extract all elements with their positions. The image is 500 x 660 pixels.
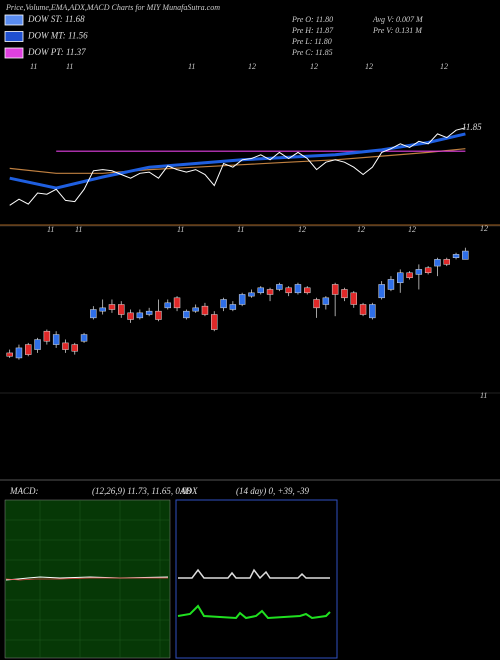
candle-body (350, 292, 357, 305)
ema-line (9, 148, 466, 174)
candle-body (322, 297, 330, 305)
date-label: 11 (177, 225, 184, 234)
di-lines (177, 604, 331, 620)
stat: Pre H: 11.87 (291, 26, 334, 35)
candle-body (276, 284, 283, 290)
candle-body (248, 292, 255, 297)
date-label: 11 (237, 225, 244, 234)
candle-body (378, 284, 385, 299)
adx-label: ADX (179, 486, 198, 496)
candle-body (80, 334, 88, 342)
adx-panel (175, 499, 338, 659)
macd-grid (5, 500, 170, 658)
date-label: 12 (357, 225, 365, 234)
candle-body (397, 272, 404, 284)
candle-body (443, 259, 450, 265)
candle-body (285, 287, 292, 294)
last-price-label: 11.85 (462, 122, 482, 132)
candle-body (313, 299, 320, 309)
candle-body (99, 307, 106, 312)
candle-body (15, 347, 23, 359)
candle-body (415, 269, 423, 275)
candle-body (294, 284, 302, 294)
candle-body (90, 309, 97, 319)
date-label: 12 (310, 62, 318, 71)
legend-label: DOW MT: 11.56 (27, 31, 88, 41)
stat: Pre O: 11.80 (291, 15, 333, 24)
candle-body (145, 310, 153, 315)
legend-swatch (4, 31, 24, 42)
candle-body (52, 334, 60, 345)
candle-body (183, 310, 190, 319)
candle-body (266, 289, 274, 295)
legend-swatch (4, 14, 24, 26)
y-tick-label: 12 (480, 224, 488, 233)
candle-body (173, 297, 181, 309)
date-label: 12 (365, 62, 373, 71)
macd-params: (12,26,9) 11.73, 11.65, 0.08 (92, 486, 192, 496)
legend-swatch (4, 47, 24, 59)
candle-body (434, 259, 441, 267)
candle-body (359, 304, 367, 315)
chart-title: Price,Volume,EMA,ADX,MACD Charts for MIY… (5, 3, 220, 12)
date-label: 11 (66, 62, 73, 71)
candle-body (127, 312, 134, 320)
date-label: 12 (248, 62, 256, 71)
macd-signal (5, 577, 168, 581)
candle-body (452, 254, 460, 258)
candle-body (71, 344, 78, 352)
stat: Pre V: 0.131 M (372, 26, 423, 35)
candle-body (257, 287, 264, 294)
candle-body (304, 287, 311, 294)
candle-body (369, 304, 376, 319)
price-line (9, 127, 466, 206)
date-label: 11 (188, 62, 195, 71)
candle-body (6, 352, 13, 357)
candle-body (164, 302, 171, 309)
date-label: 11 (75, 225, 82, 234)
candle-body (229, 304, 237, 310)
stat: Pre L: 11.80 (291, 37, 332, 46)
date-label: 12 (408, 225, 416, 234)
legend-label: DOW ST: 11.68 (27, 14, 85, 24)
stat: Avg V: 0.007 M (372, 15, 424, 24)
date-label: 12 (440, 62, 448, 71)
candle-body (331, 284, 339, 295)
date-label: 11 (47, 225, 54, 234)
candle-body (155, 310, 162, 320)
candle-body (462, 250, 469, 260)
candle-body (424, 267, 432, 274)
y-tick-label: 11 (480, 391, 487, 400)
candle-body (25, 344, 32, 355)
candle-body (43, 330, 51, 342)
date-label: 12 (298, 225, 306, 234)
adx-line (178, 568, 330, 580)
candle-body (341, 289, 348, 299)
macd-label: MACD: (9, 486, 39, 496)
stat: Pre C: 11.85 (291, 48, 333, 57)
candle-body (220, 299, 227, 309)
candle-body (62, 342, 69, 350)
adx-params: (14 day) 0, +39, -39 (236, 486, 310, 496)
candle-body (211, 314, 218, 330)
legend-label: DOW PT: 11.37 (27, 47, 86, 57)
date-label: 11 (30, 62, 37, 71)
candle-body (108, 304, 116, 310)
candle-body (136, 312, 144, 319)
candle-body (238, 294, 246, 305)
candle-body (387, 279, 395, 290)
candle-body (118, 304, 125, 315)
candle-body (34, 339, 41, 350)
candle-body (201, 305, 209, 315)
candle-body (406, 272, 413, 279)
candle-body (192, 307, 199, 312)
